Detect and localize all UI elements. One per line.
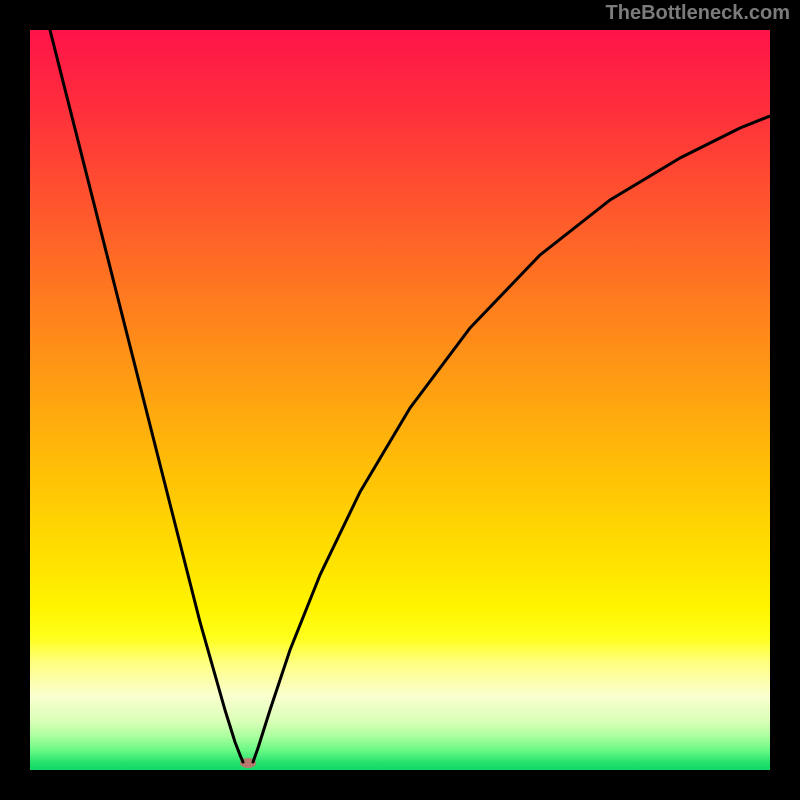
curve-layer (30, 30, 770, 770)
source-attribution-label: TheBottleneck.com (606, 2, 790, 25)
curve-left-branch (50, 30, 243, 762)
plot-area (30, 30, 770, 770)
chart-container: TheBottleneck.com (0, 0, 800, 800)
curve-right-branch (253, 116, 770, 762)
